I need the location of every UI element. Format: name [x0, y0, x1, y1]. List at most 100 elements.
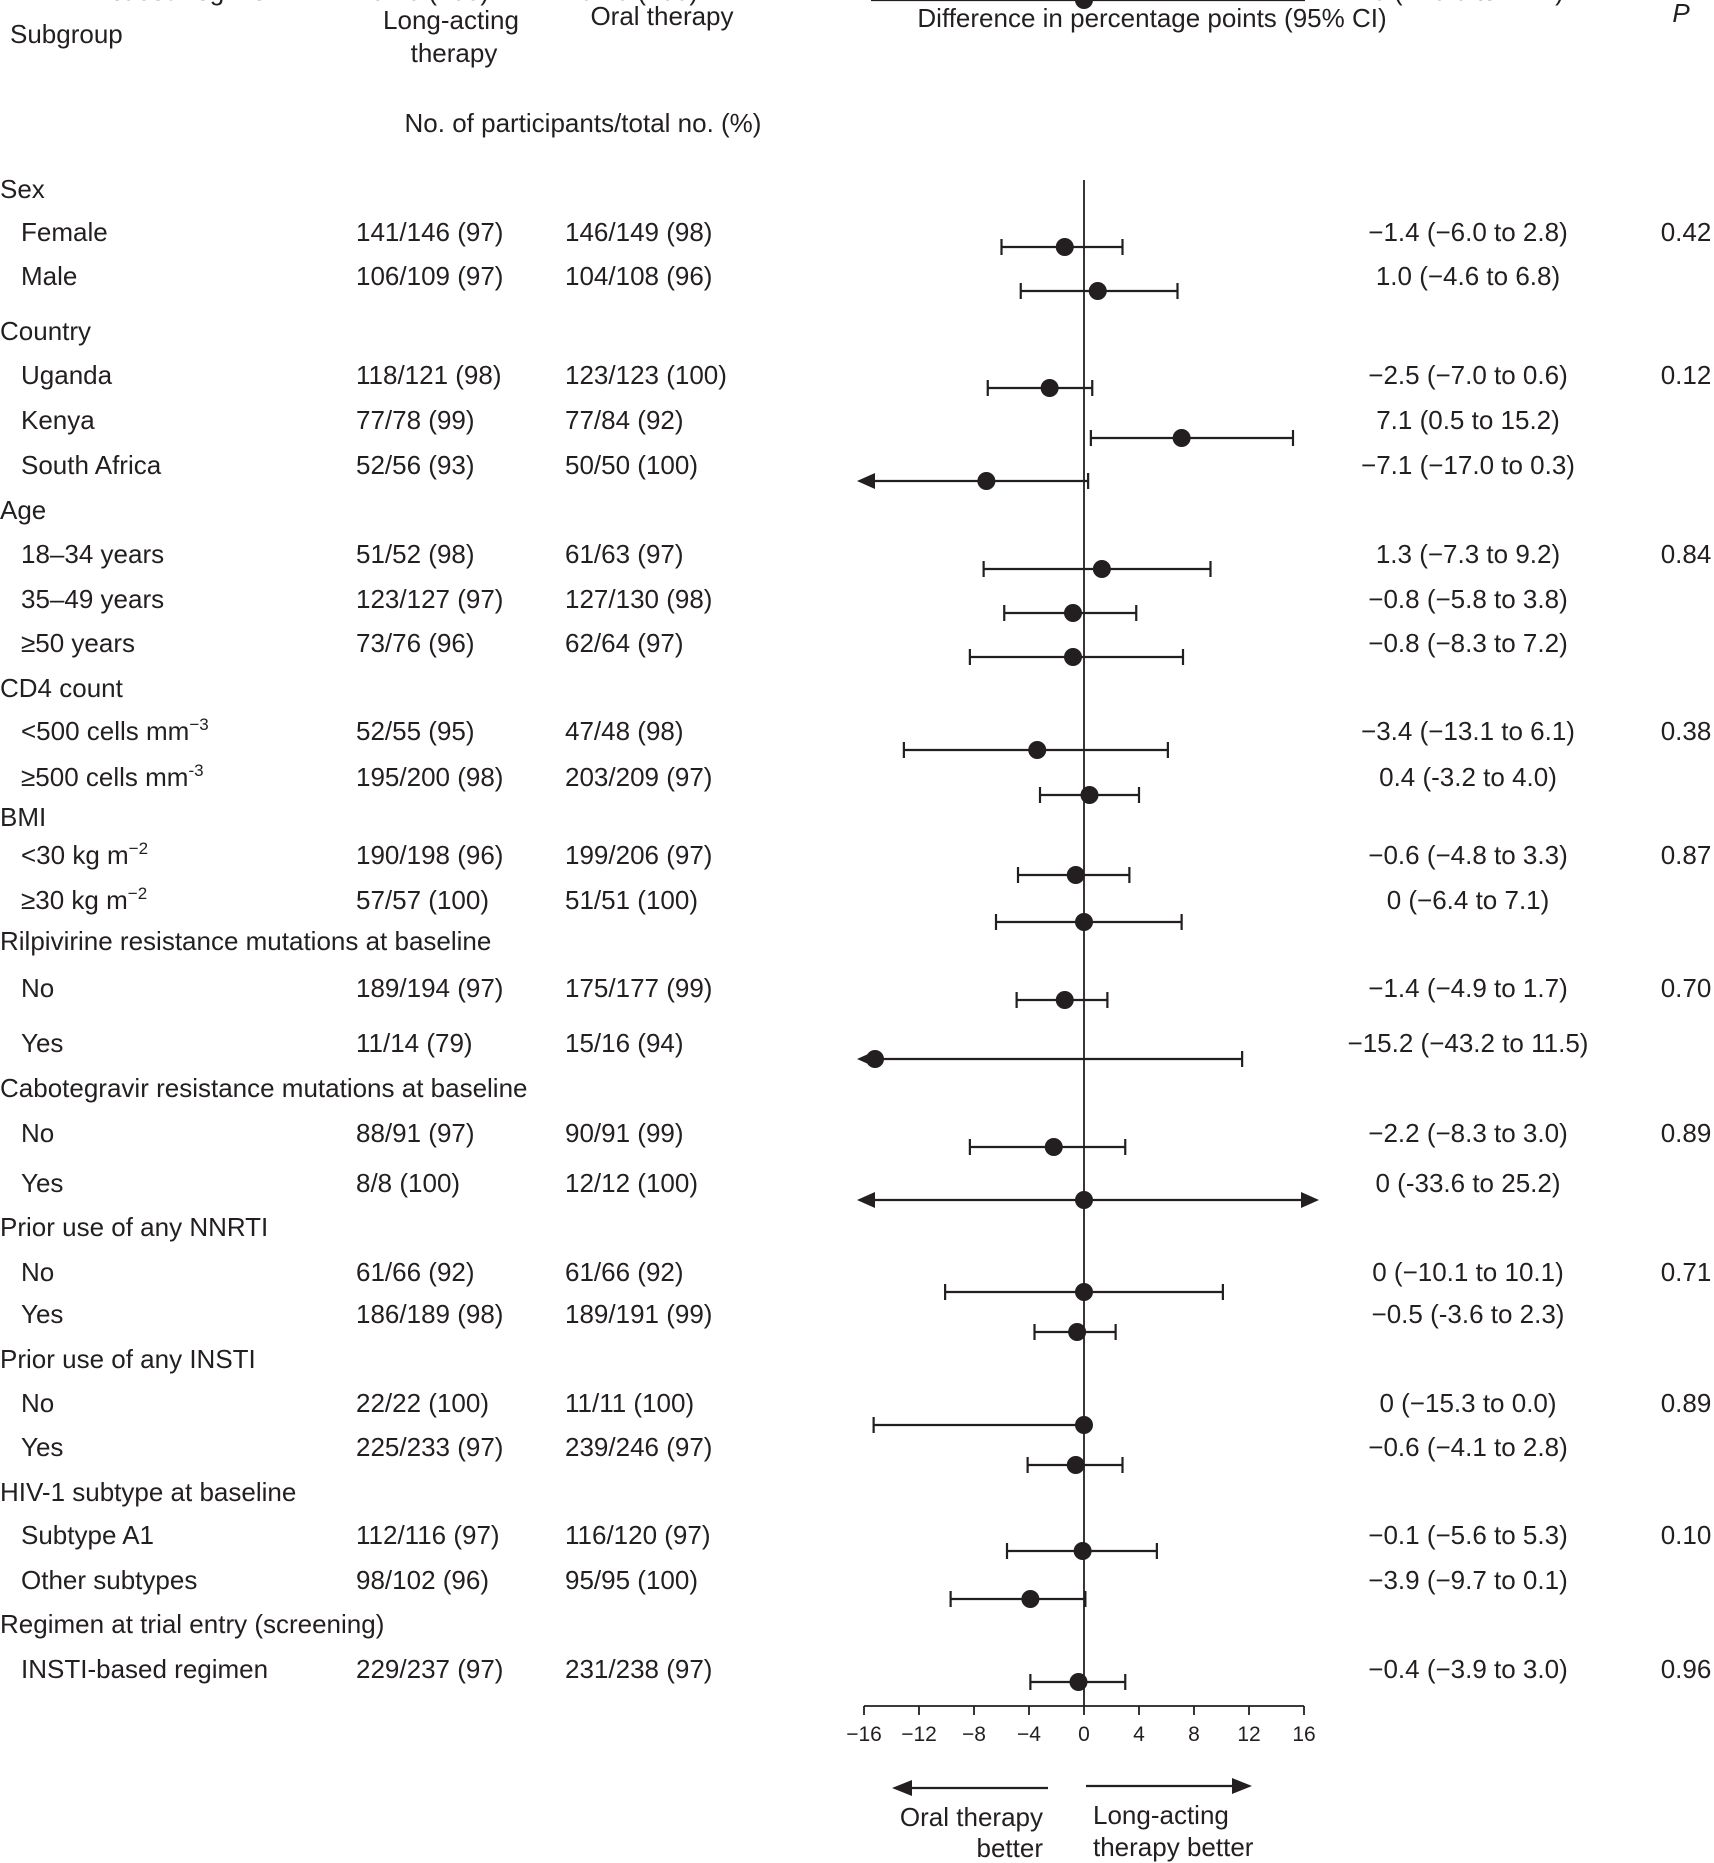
long-acting-value: 118/121 (98) [356, 360, 502, 390]
row-label: No [21, 973, 54, 1003]
oral-therapy-value: 12/12 (100) [565, 1168, 698, 1198]
point-estimate [1075, 1416, 1093, 1434]
long-acting-value: 88/91 (97) [356, 1118, 475, 1148]
long-acting-value: 186/189 (98) [356, 1299, 503, 1329]
p-value: 0.71 [1661, 1257, 1712, 1287]
difference-ci-value: −1.4 (−6.0 to 2.8) [1368, 217, 1567, 247]
long-acting-value: 52/55 (95) [356, 716, 475, 746]
row-label: No [21, 1118, 54, 1148]
row-label: 18–34 years [21, 539, 164, 569]
long-acting-value: 52/56 (93) [356, 450, 475, 480]
point-estimate [1075, 0, 1093, 9]
row-label: No [21, 1257, 54, 1287]
p-value: 0.70 [1661, 973, 1712, 1003]
difference-ci-value: 0 (−18.0 to 17.2) [1372, 0, 1564, 6]
x-tick-label: 0 [1078, 1723, 1090, 1746]
group-label: Cabotegravir resistance mutations at bas… [0, 1073, 528, 1103]
oral-therapy-value: 203/209 (97) [565, 762, 712, 792]
long-acting-value: 123/127 (97) [356, 584, 503, 614]
oral-therapy-value: 231/238 (97) [565, 1654, 712, 1684]
row-label: Subtype A1 [21, 1520, 154, 1550]
row-label: <500 cells mm−3 [21, 715, 209, 746]
difference-ci-value: −1.4 (−4.9 to 1.7) [1368, 973, 1567, 1003]
point-estimate [1088, 282, 1107, 300]
difference-ci-value: −0.1 (−5.6 to 5.3) [1368, 1520, 1567, 1550]
row-label: Male [21, 261, 77, 291]
long-acting-value: 106/109 (97) [356, 261, 503, 291]
row-label: Yes [21, 1432, 63, 1462]
oral-better-line1: Oral therapy [900, 1802, 1043, 1832]
long-acting-value: 225/233 (97) [356, 1432, 503, 1462]
row-label: 35–49 years [21, 584, 164, 614]
group-label: Age [0, 495, 46, 525]
long-acting-value: 51/52 (98) [356, 539, 475, 569]
oral-therapy-value: 11/11 (100) [565, 1388, 694, 1418]
difference-ci-value: −0.8 (−8.3 to 7.2) [1368, 628, 1567, 658]
oral-therapy-value: 62/64 (97) [565, 628, 684, 658]
long-acting-value: 195/200 (98) [356, 762, 503, 792]
long-acting-value: 98/102 (96) [356, 1565, 489, 1595]
x-axis: −16 −12 −8 −4 0 4 8 12 16 [846, 1705, 1316, 1746]
oral-therapy-value: 123/123 (100) [565, 360, 727, 390]
difference-ci-value: 0 (−6.4 to 7.1) [1387, 885, 1550, 915]
row-label: Female [21, 217, 108, 247]
direction-legend: Oral therapy better Long-acting therapy … [892, 1778, 1254, 1863]
oral-therapy-value: 61/63 (97) [565, 539, 684, 569]
group-label: Country [0, 316, 91, 346]
oral-better-line2: better [977, 1833, 1044, 1863]
row-label: INSTI-based regimen [21, 1654, 268, 1684]
oral-therapy-value: 127/130 (98) [565, 584, 712, 614]
long-acting-better-line1: Long-acting [1093, 1800, 1229, 1830]
p-value: 0.10 [1661, 1520, 1712, 1550]
row-label: Uganda [21, 360, 113, 390]
header-subgroup: Subgroup [10, 19, 123, 49]
long-acting-value: 22/22 (100) [356, 1388, 489, 1418]
p-value: 0.87 [1661, 840, 1712, 870]
p-value: 0.42 [1661, 217, 1712, 247]
group-label: Prior use of any INSTI [0, 1344, 256, 1374]
oral-therapy-value: 189/191 (99) [565, 1299, 712, 1329]
difference-ci-value: 0.4 (-3.2 to 4.0) [1379, 762, 1557, 792]
difference-ci-value: −3.4 (−13.1 to 6.1) [1361, 716, 1575, 746]
row-label: Yes [21, 1299, 63, 1329]
long-acting-value: 229/237 (97) [356, 1654, 503, 1684]
row-label: No [21, 1388, 54, 1418]
point-estimate [1075, 1191, 1093, 1209]
p-value: 0.12 [1661, 360, 1712, 390]
x-tick-label: 8 [1188, 1723, 1200, 1746]
point-estimate [1075, 1283, 1093, 1301]
table-rows: Sex Female 141/146 (97) 146/149 (98) −1.4 (−… [0, 0, 1711, 1684]
long-acting-value: 18/18 (100) [356, 0, 489, 6]
row-label: ≥500 cells mm-3 [21, 761, 204, 792]
point-estimate [1066, 866, 1085, 884]
p-value: 0.89 [1661, 1388, 1712, 1418]
oral-therapy-value: 116/120 (97) [565, 1520, 711, 1550]
difference-ci-value: −7.1 (−17.0 to 0.3) [1361, 450, 1575, 480]
x-tick-label: 12 [1237, 1723, 1260, 1746]
p-value: 0.38 [1661, 716, 1712, 746]
point-estimate [1066, 1456, 1085, 1474]
oral-therapy-value: 199/206 (97) [565, 840, 712, 870]
point-estimate [866, 1050, 884, 1068]
x-tick-label: −16 [846, 1723, 882, 1746]
point-estimate [1172, 429, 1191, 447]
x-tick-label: 4 [1133, 1723, 1145, 1746]
difference-ci-value: −0.8 (−5.8 to 3.8) [1368, 584, 1567, 614]
long-acting-value: 8/8 (100) [356, 1168, 460, 1198]
oral-therapy-value: 175/177 (99) [565, 973, 712, 1003]
long-acting-value: 190/198 (96) [356, 840, 503, 870]
group-label: Sex [0, 174, 45, 204]
row-label: Yes [21, 1168, 63, 1198]
oral-therapy-value: 104/108 (96) [565, 261, 712, 291]
row-label: ≥30 kg m−2 [21, 884, 147, 915]
oral-therapy-value: 15/16 (94) [565, 1028, 684, 1058]
long-acting-better-line2: therapy better [1093, 1832, 1254, 1862]
row-label-superscript: −2 [129, 839, 148, 858]
group-label: Rilpivirine resistance mutations at base… [0, 926, 491, 956]
x-tick-label: −8 [962, 1723, 986, 1746]
group-label: CD4 count [0, 673, 124, 703]
difference-ci-value: 0 (−15.3 to 0.0) [1379, 1388, 1556, 1418]
oral-therapy-value: 19/19 (100) [565, 0, 698, 6]
oral-therapy-value: 77/84 (92) [565, 405, 684, 435]
point-estimate [1055, 238, 1074, 256]
